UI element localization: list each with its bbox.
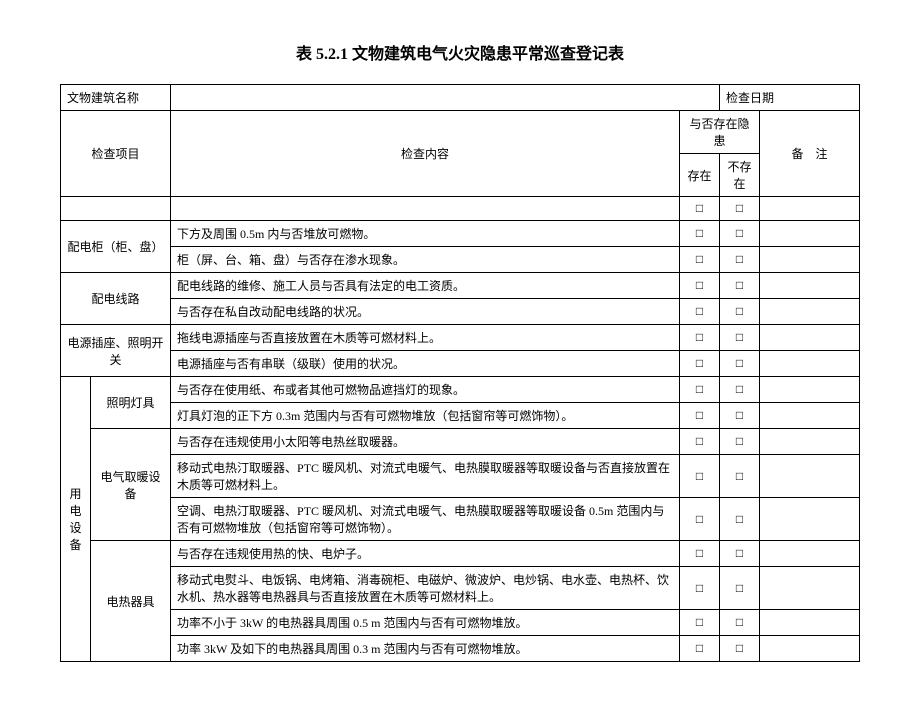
checkbox-cell: □: [719, 541, 759, 567]
table-row: 空调、电热汀取暖器、PTC 暖风机、对流式电暖气、电热膜取暖器等取暖设备 0.5…: [61, 498, 860, 541]
remark-cell: [759, 273, 859, 299]
remark-header: 备 注: [759, 111, 859, 197]
content-cell: 功率不小于 3kW 的电热器具周围 0.5 m 范围内与否有可燃物堆放。: [171, 610, 680, 636]
checkbox-cell: □: [679, 403, 719, 429]
checkbox-cell: □: [719, 221, 759, 247]
content-cell: 空调、电热汀取暖器、PTC 暖风机、对流式电暖气、电热膜取暖器等取暖设备 0.5…: [171, 498, 680, 541]
remark-cell: [759, 325, 859, 351]
category-label: 电热器具: [91, 541, 171, 662]
table-row: 电气取暖设备 与否存在违规使用小太阳等电热丝取暖器。 □ □: [61, 429, 860, 455]
check-item-header: 检查项目: [61, 111, 171, 197]
category-label: 照明灯具: [91, 377, 171, 429]
remark-cell: [759, 636, 859, 662]
checkbox-cell: □: [679, 221, 719, 247]
checkbox-cell: □: [679, 247, 719, 273]
checkbox-cell: □: [679, 351, 719, 377]
table-row: 柜（屏、台、箱、盘）与否存在渗水现象。 □ □: [61, 247, 860, 273]
checkbox-cell: □: [719, 273, 759, 299]
checkbox-cell: □: [719, 455, 759, 498]
category-label: 电气取暖设备: [91, 429, 171, 541]
hazard-header: 与否存在隐患: [679, 111, 759, 154]
table-row: 与否存在私自改动配电线路的状况。 □ □: [61, 299, 860, 325]
category-label: 配电柜（柜、盘）: [61, 221, 171, 273]
checkbox-cell: □: [679, 636, 719, 662]
checkbox-cell: □: [679, 541, 719, 567]
checkbox-cell: □: [719, 351, 759, 377]
table-row: 用电设备 照明灯具 与否存在使用纸、布或者其他可燃物品遮挡灯的现象。 □ □: [61, 377, 860, 403]
building-name-label: 文物建筑名称: [61, 85, 171, 111]
check-date-label: 检查日期: [719, 85, 859, 111]
checkbox-cell: □: [679, 273, 719, 299]
remark-cell: [759, 403, 859, 429]
checkbox-cell: □: [719, 247, 759, 273]
table-row: 功率不小于 3kW 的电热器具周围 0.5 m 范围内与否有可燃物堆放。 □ □: [61, 610, 860, 636]
content-cell: 移动式电熨斗、电饭锅、电烤箱、消毒碗柜、电磁炉、微波炉、电炒锅、电水壶、电热杯、…: [171, 567, 680, 610]
checkbox-cell: □: [679, 610, 719, 636]
table-row: 灯具灯泡的正下方 0.3m 范围内与否有可燃物堆放（包括窗帘等可燃饰物）。 □ …: [61, 403, 860, 429]
checkbox-cell: □: [679, 299, 719, 325]
content-cell: 与否存在违规使用热的快、电炉子。: [171, 541, 680, 567]
check-content-header: 检查内容: [171, 111, 680, 197]
checkbox-cell: □: [719, 299, 759, 325]
content-cell: 电源插座与否有串联（级联）使用的状况。: [171, 351, 680, 377]
remark-cell: [759, 429, 859, 455]
checkbox-cell: □: [719, 567, 759, 610]
table-row: 电源插座、照明开关 拖线电源插座与否直接放置在木质等可燃材料上。 □ □: [61, 325, 860, 351]
checkbox-cell: □: [719, 325, 759, 351]
content-cell: 灯具灯泡的正下方 0.3m 范围内与否有可燃物堆放（包括窗帘等可燃饰物）。: [171, 403, 680, 429]
checkbox-cell: □: [719, 498, 759, 541]
exists-header: 存在: [679, 154, 719, 197]
remark-cell: [759, 610, 859, 636]
remark-cell: [759, 498, 859, 541]
content-cell: 配电线路的维修、施工人员与否具有法定的电工资质。: [171, 273, 680, 299]
remark-cell: [759, 455, 859, 498]
content-cell: 下方及周围 0.5m 内与否堆放可燃物。: [171, 221, 680, 247]
checkbox-cell: □: [719, 636, 759, 662]
remark-cell: [759, 351, 859, 377]
checkbox-cell: □: [679, 498, 719, 541]
remark-cell: [759, 541, 859, 567]
table-row: 功率 3kW 及如下的电热器具周围 0.3 m 范围内与否有可燃物堆放。 □ □: [61, 636, 860, 662]
group-label: 用电设备: [61, 377, 91, 662]
content-cell: 拖线电源插座与否直接放置在木质等可燃材料上。: [171, 325, 680, 351]
remark-cell: [759, 567, 859, 610]
remark-cell: [759, 247, 859, 273]
content-cell: 移动式电热汀取暖器、PTC 暖风机、对流式电暖气、电热膜取暖器等取暖设备与否直接…: [171, 455, 680, 498]
table-row: 电热器具 与否存在违规使用热的快、电炉子。 □ □: [61, 541, 860, 567]
table-row: 移动式电熨斗、电饭锅、电烤箱、消毒碗柜、电磁炉、微波炉、电炒锅、电水壶、电热杯、…: [61, 567, 860, 610]
inspection-table: 文物建筑名称 检查日期 检查项目 检查内容 与否存在隐患 备 注 存在 不存在 …: [60, 84, 860, 662]
checkbox-cell: □: [719, 610, 759, 636]
checkbox-cell: □: [719, 403, 759, 429]
checkbox-cell: □: [679, 377, 719, 403]
header-row-2: 检查项目 检查内容 与否存在隐患 备 注: [61, 111, 860, 154]
header-checkbox-row: □ □: [61, 197, 860, 221]
checkbox-cell: □: [679, 567, 719, 610]
building-name-value: [171, 85, 720, 111]
content-cell: 与否存在使用纸、布或者其他可燃物品遮挡灯的现象。: [171, 377, 680, 403]
content-cell: 与否存在违规使用小太阳等电热丝取暖器。: [171, 429, 680, 455]
content-cell: 功率 3kW 及如下的电热器具周围 0.3 m 范围内与否有可燃物堆放。: [171, 636, 680, 662]
checkbox-cell: □: [719, 429, 759, 455]
checkbox-cell: □: [679, 325, 719, 351]
checkbox-cell: □: [719, 377, 759, 403]
header-row-1: 文物建筑名称 检查日期: [61, 85, 860, 111]
table-row: 电源插座与否有串联（级联）使用的状况。 □ □: [61, 351, 860, 377]
table-row: 配电线路 配电线路的维修、施工人员与否具有法定的电工资质。 □ □: [61, 273, 860, 299]
page-title: 表 5.2.1 文物建筑电气火灾隐患平常巡查登记表: [60, 40, 860, 64]
remark-cell: [759, 221, 859, 247]
content-cell: 柜（屏、台、箱、盘）与否存在渗水现象。: [171, 247, 680, 273]
checkbox-cell: □: [679, 455, 719, 498]
remark-cell: [759, 299, 859, 325]
table-row: 移动式电热汀取暖器、PTC 暖风机、对流式电暖气、电热膜取暖器等取暖设备与否直接…: [61, 455, 860, 498]
remark-cell: [759, 377, 859, 403]
not-exists-header: 不存在: [719, 154, 759, 197]
checkbox-cell: □: [679, 197, 719, 221]
checkbox-cell: □: [679, 429, 719, 455]
table-row: 配电柜（柜、盘） 下方及周围 0.5m 内与否堆放可燃物。 □ □: [61, 221, 860, 247]
category-label: 配电线路: [61, 273, 171, 325]
checkbox-cell: □: [719, 197, 759, 221]
category-label: 电源插座、照明开关: [61, 325, 171, 377]
content-cell: 与否存在私自改动配电线路的状况。: [171, 299, 680, 325]
